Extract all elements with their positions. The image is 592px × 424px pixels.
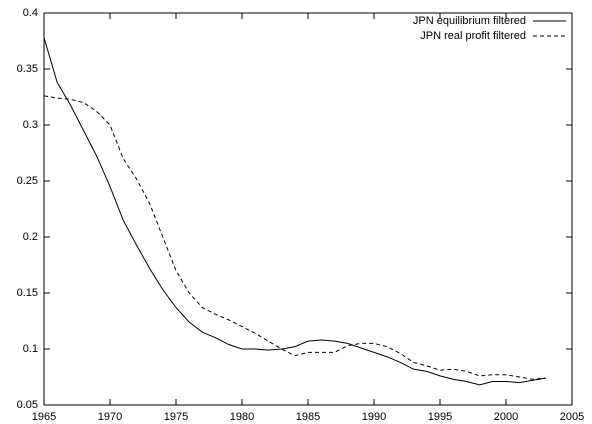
x-tick-label: 1995 — [428, 411, 452, 423]
y-tick-label: 0.25 — [17, 175, 38, 187]
x-tick-label: 2005 — [560, 411, 584, 423]
y-tick-label: 0.3 — [23, 119, 38, 131]
x-tick-label: 1975 — [164, 411, 188, 423]
x-tick-label: 2000 — [494, 411, 518, 423]
y-tick-label: 0.4 — [23, 7, 38, 19]
legend-label: JPN equilibrium filtered — [413, 15, 526, 27]
series-line — [43, 37, 546, 386]
plot-frame — [43, 12, 573, 406]
x-tick-label: 1985 — [296, 411, 320, 423]
y-tick-label: 0.35 — [17, 63, 38, 75]
legend-label: JPN real profit filtered — [420, 30, 526, 42]
x-tick-label: 1980 — [230, 411, 254, 423]
x-tick-label: 1990 — [362, 411, 386, 423]
y-tick-label: 0.15 — [17, 287, 38, 299]
x-tick-label: 1970 — [98, 411, 122, 423]
series-line — [43, 95, 546, 380]
x-tick-label: 1965 — [32, 411, 56, 423]
y-tick-label: 0.1 — [23, 343, 38, 355]
y-tick-label: 0.2 — [23, 231, 38, 243]
y-tick-label: 0.05 — [17, 399, 38, 411]
